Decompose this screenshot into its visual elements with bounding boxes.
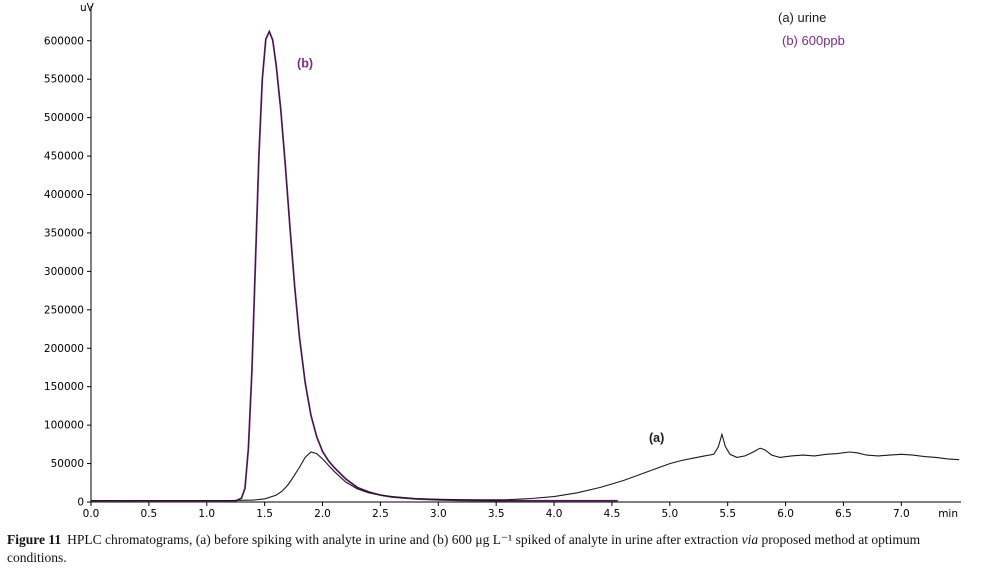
x-tick-label: 4.0 [546, 508, 563, 520]
x-tick-label: 3.5 [488, 508, 505, 520]
x-tick-label: 3.0 [430, 508, 447, 520]
trace-b-600ppb-core [90, 30, 618, 502]
x-tick-label: 6.0 [777, 508, 794, 520]
y-tick-label: 200000 [44, 343, 84, 355]
figure-caption-label: Figure 11 [7, 532, 62, 547]
x-tick-label: 1.0 [198, 508, 215, 520]
figure-caption-text-2: proposed method at optimum conditions. [7, 532, 921, 565]
y-tick-label: 550000 [44, 74, 84, 86]
trace-a-urine [91, 432, 960, 502]
x-tick-label: 5.0 [661, 508, 678, 520]
chromatogram-plot: 0 50000 100000 150000 200000 250000 300000 3500… [44, 2, 961, 520]
figure-caption: Figure 11 HPLC chromatograms, (a) before … [7, 531, 982, 566]
x-tick-label: 2.0 [314, 508, 331, 520]
x-tick-label: 0.0 [83, 508, 100, 520]
figure-caption-text-1: HPLC chromatograms, (a) before spiking w… [67, 532, 742, 547]
legend-item-b-600ppb: (b) 600ppb [778, 29, 845, 52]
y-tick-label: 50000 [51, 458, 84, 470]
y-axis-unit-label: uV [80, 2, 95, 14]
x-tick-label: 6.5 [835, 508, 852, 520]
legend-label-a: (a) urine [778, 10, 827, 25]
y-tick-label: 400000 [44, 189, 84, 201]
y-tick-label: 150000 [44, 381, 84, 393]
y-tick-label: 100000 [44, 420, 84, 432]
x-tick-label: 5.5 [719, 508, 736, 520]
legend: (a) urine (b) 600ppb [778, 6, 845, 53]
y-tick-label: 250000 [44, 304, 84, 316]
x-tick-label: 4.5 [604, 508, 621, 520]
y-tick-label: 300000 [44, 266, 84, 278]
x-axis-unit-label: min [938, 508, 958, 520]
x-tick-label: 0.5 [141, 508, 158, 520]
peak-annotation-a: (a) [649, 431, 664, 445]
y-tick-label: 500000 [44, 112, 84, 124]
legend-item-a-urine: (a) urine [778, 6, 845, 29]
y-tick-label: 350000 [44, 227, 84, 239]
y-tick-label: 450000 [44, 151, 84, 163]
x-tick-label: 7.0 [893, 508, 910, 520]
figure-caption-via: via [741, 532, 759, 547]
y-tick-label: 0 [77, 497, 84, 509]
peak-annotation-b: (b) [297, 57, 313, 71]
x-tick-label: 2.5 [372, 508, 389, 520]
trace-b-600ppb [90, 29, 618, 503]
legend-label-b: (b) 600ppb [782, 33, 845, 49]
y-tick-label: 600000 [44, 35, 84, 47]
x-tick-label: 1.5 [256, 508, 273, 520]
